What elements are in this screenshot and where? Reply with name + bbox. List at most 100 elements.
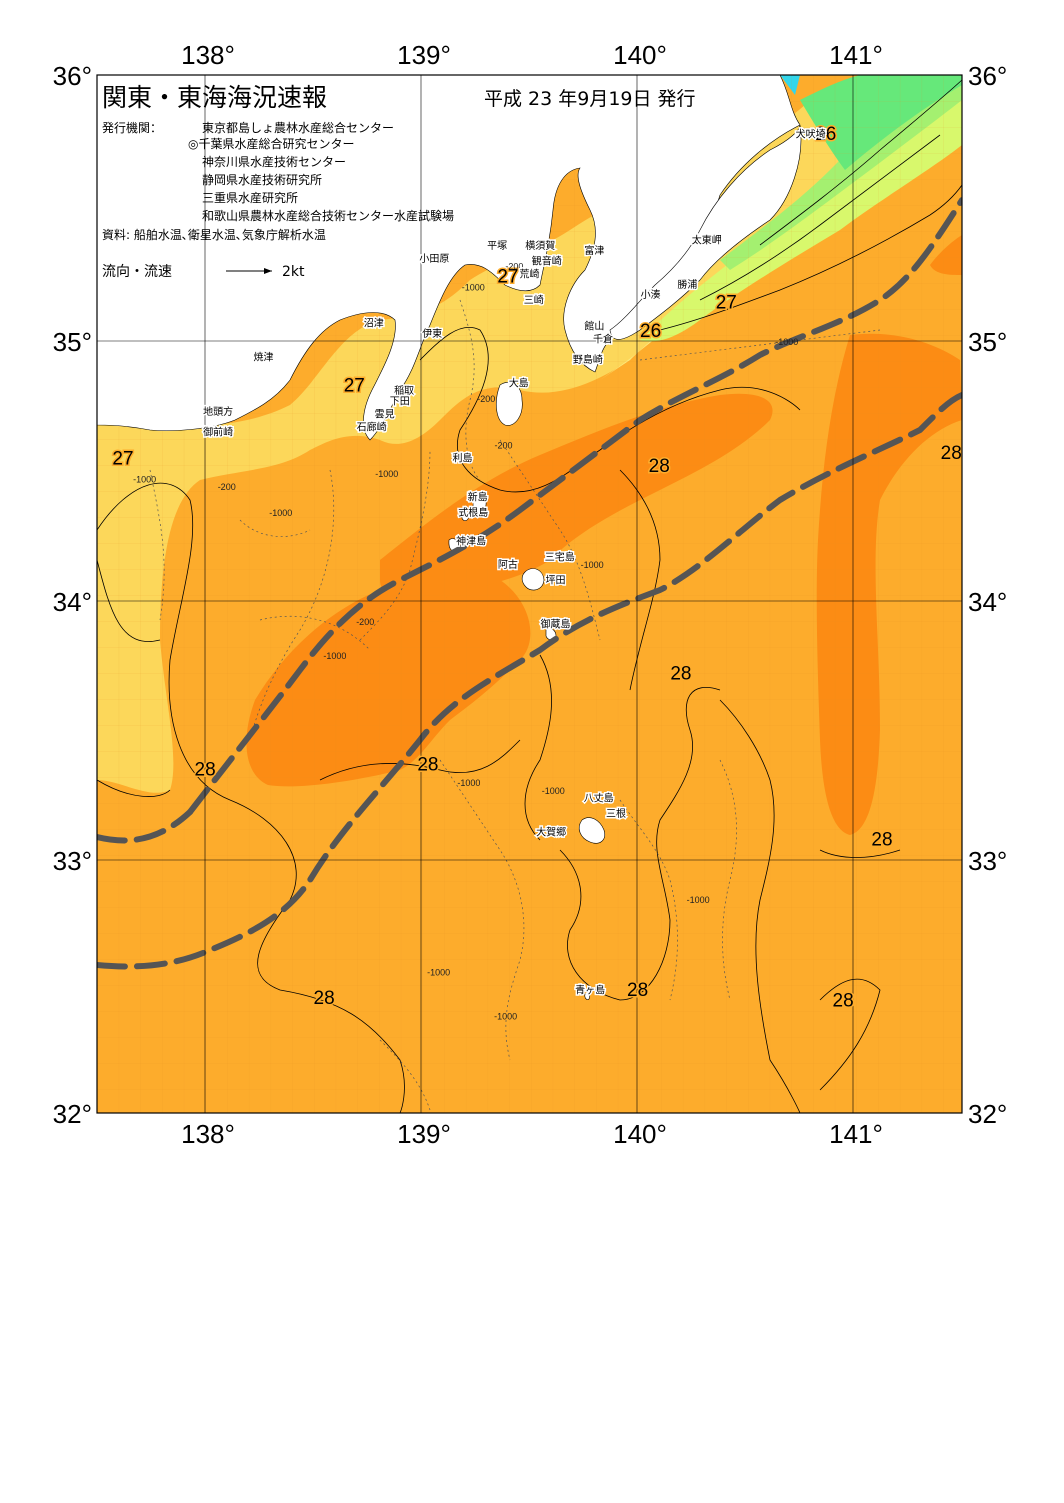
izu-oshima: [496, 381, 523, 426]
place-label: 焼津: [254, 352, 274, 364]
temperature-label: 28: [314, 988, 335, 1009]
place-label: 大島: [509, 376, 529, 389]
place-label: 神津島: [456, 535, 486, 548]
depth-label: -200: [505, 262, 523, 272]
lat-label-left-33: 33°: [53, 846, 92, 876]
place-label: 青ヶ島: [575, 984, 605, 997]
boso-peninsula: [609, 124, 802, 340]
depth-label: -200: [218, 482, 236, 492]
map-frame: [96, 74, 963, 1114]
depth-label: -1000: [457, 778, 480, 788]
temperature-label: 26: [640, 321, 661, 342]
temperature-label: 28: [871, 830, 892, 851]
depth-label: -1000: [323, 651, 346, 661]
lat-label-left-34: 34°: [53, 587, 92, 617]
publisher-2: ◎千葉県水産総合研究センター: [188, 136, 354, 151]
temperature-label: 28: [627, 980, 648, 1001]
lon-label-top-139: 139°: [397, 40, 451, 70]
place-label: 野島崎: [573, 353, 603, 366]
isotherm-line: [659, 184, 962, 331]
place-label: 稲取: [394, 385, 414, 397]
lon-label-bottom-138: 138°: [181, 1119, 235, 1149]
temperature-label: 28: [670, 664, 691, 685]
place-label: 勝浦: [677, 278, 697, 291]
isotherm-line: [524, 654, 552, 841]
isotherms: [97, 79, 962, 1113]
hachijojima: [578, 817, 605, 844]
depth-label: -1000: [775, 337, 798, 347]
miyakejima: [521, 568, 545, 591]
place-label: 御蔵島: [541, 618, 571, 631]
depth-label: -1000: [133, 474, 156, 484]
temperature-label: 27: [112, 448, 133, 469]
depth-label: -1000: [687, 895, 710, 905]
niijima: [472, 491, 487, 516]
publisher-label: 発行機関：: [102, 120, 162, 135]
place-label: 八丈島: [584, 792, 614, 805]
axis-labels: 138° 139° 140° 141° 138° 139° 140° 141° …: [53, 40, 1008, 1149]
flow-legend-value: 2kt: [282, 264, 305, 280]
place-label: 三根: [606, 807, 626, 820]
map-header: 関東・東海海況速報 平成 23 年9月19日 発行 発行機関： 東京都島しょ農林…: [102, 83, 696, 280]
isotherm-line: [97, 482, 405, 1113]
isotherm-line: [559, 687, 721, 1001]
place-label: 式根島: [458, 506, 488, 519]
place-label: 平塚: [487, 240, 507, 252]
temperature-label: 28: [417, 755, 438, 776]
lat-label-right-34: 34°: [968, 587, 1007, 617]
place-label: 沼津: [364, 317, 384, 330]
depth-contour: [439, 759, 525, 1061]
place-label: 雲見: [375, 409, 395, 421]
depth-label: -1000: [542, 786, 565, 796]
temperature-label: 27: [497, 267, 518, 288]
place-label: 下田: [390, 397, 410, 408]
isotherm-line: [759, 79, 962, 246]
publisher-5: 三重県水産研究所: [202, 190, 298, 205]
publisher-6: 和歌山県農林水産総合技術センター水産試験場: [202, 208, 454, 223]
flow-legend-label: 流向・流速: [102, 264, 172, 280]
kuroshio-axis-south: [97, 392, 962, 970]
temperature-label: 27: [716, 293, 737, 314]
land: [97, 75, 802, 1000]
depth-contours: [149, 299, 881, 1111]
place-label: 小湊: [641, 288, 661, 301]
kuroshio-axis-west: [97, 809, 193, 844]
place-label: 三宅島: [545, 550, 575, 563]
map-title: 関東・東海海況速報: [102, 83, 327, 112]
depth-labels: -200 -1000 -200 -200 -1000 -1000 -200 -1000 -100…: [133, 262, 798, 1022]
isotherm-line: [719, 699, 801, 1113]
place-label: 犬吠埼: [796, 127, 826, 140]
isotherm-line: [419, 327, 801, 493]
publisher-3: 神奈川県水産技術センター: [202, 154, 346, 169]
depth-contour: [639, 329, 881, 361]
temperature-label: 27: [344, 376, 365, 397]
temperature-label: 26: [815, 124, 836, 145]
depth-contour: [259, 615, 371, 651]
temperature-label: 28: [941, 443, 962, 464]
depth-label: -1000: [581, 560, 604, 570]
place-label: 地頭方: [203, 405, 233, 418]
aogashima: [584, 993, 590, 1000]
kuroshio-axis: [97, 197, 962, 970]
lon-label-top-140: 140°: [613, 40, 667, 70]
lat-label-right-36: 36°: [968, 61, 1007, 91]
place-label: 三崎: [524, 293, 544, 306]
place-label: 荒崎: [520, 267, 540, 280]
lat-label-left-35: 35°: [53, 327, 92, 357]
place-label: 館山: [584, 319, 604, 332]
depth-label: -1000: [269, 508, 292, 518]
depth-contour: [249, 469, 335, 741]
isotherm-line: [619, 469, 661, 691]
isotherm-line: [319, 739, 521, 781]
isotherm-line: [699, 134, 941, 301]
place-label: 横須賀: [525, 239, 555, 252]
depth-label: -200: [356, 617, 374, 627]
lon-label-bottom-139: 139°: [397, 1119, 451, 1149]
isotherm-line: [97, 779, 171, 797]
isotherm-line: [819, 849, 901, 858]
place-label: 大賀郷: [536, 825, 566, 838]
kuroshio-axis-north: [187, 197, 962, 815]
depth-label: -1000: [427, 968, 450, 978]
